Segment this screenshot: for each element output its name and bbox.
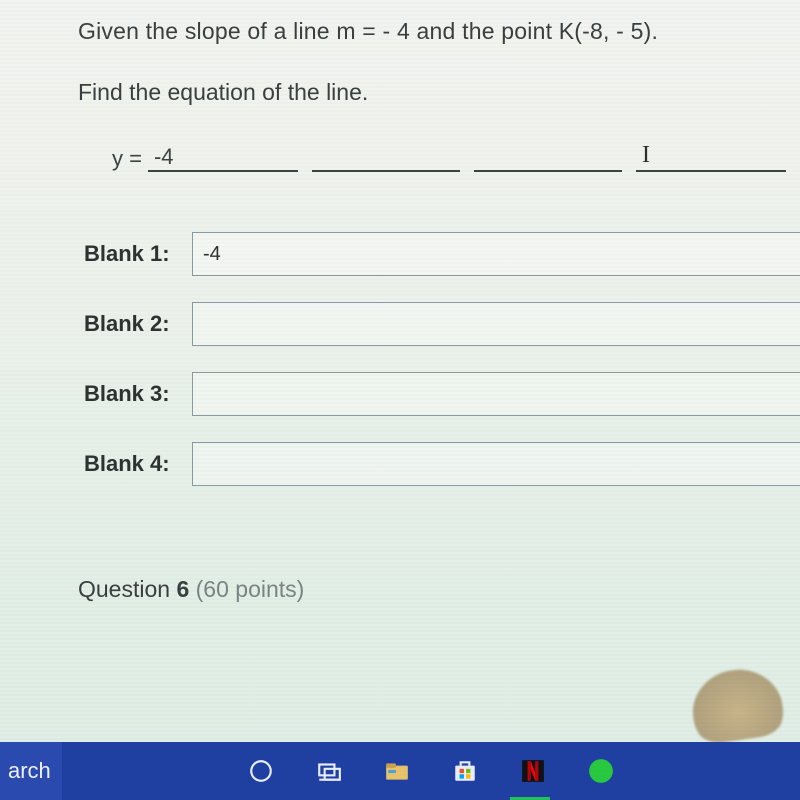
question-points: (60 points) [196, 576, 305, 602]
answer-prefix: y = [112, 146, 142, 172]
taskbar-search[interactable]: arch [0, 742, 62, 800]
task-view-icon[interactable] [315, 757, 343, 785]
answer-slot-1[interactable]: -4 [148, 144, 298, 172]
blank-inputs-area: Blank 1: Blank 2: Blank 3: Blank 4: [84, 232, 800, 486]
blank-4-input[interactable] [192, 442, 800, 486]
taskbar-center [62, 757, 800, 785]
file-explorer-icon[interactable] [383, 757, 411, 785]
microsoft-store-icon[interactable] [451, 757, 479, 785]
blank-label: Blank 2: [84, 311, 186, 337]
answer-slot-3[interactable] [474, 144, 622, 172]
next-question-heading: Question 6 (60 points) [78, 576, 800, 603]
question-number: 6 [176, 576, 195, 602]
problem-text-line2: Find the equation of the line. [78, 79, 800, 106]
answer-slot-4[interactable]: I [636, 144, 786, 172]
answer-slot-2[interactable] [312, 144, 460, 172]
screen: Given the slope of a line m = - 4 and th… [0, 0, 800, 800]
hand-shadow [688, 664, 787, 746]
question-content: Given the slope of a line m = - 4 and th… [0, 0, 800, 603]
netflix-icon[interactable] [519, 757, 547, 785]
blank-row: Blank 1: [84, 232, 800, 276]
blank-3-input[interactable] [192, 372, 800, 416]
blank-label: Blank 4: [84, 451, 186, 477]
blank-row: Blank 2: [84, 302, 800, 346]
answer-line: y = -4 I [112, 144, 800, 172]
blank-row: Blank 3: [84, 372, 800, 416]
green-circle-icon[interactable] [587, 757, 615, 785]
cortana-circle-icon[interactable] [247, 757, 275, 785]
question-word: Question [78, 576, 176, 602]
blank-row: Blank 4: [84, 442, 800, 486]
taskbar-search-text: arch [8, 758, 51, 784]
problem-text-line1: Given the slope of a line m = - 4 and th… [78, 18, 800, 45]
windows-taskbar[interactable]: arch [0, 742, 800, 800]
blank-2-input[interactable] [192, 302, 800, 346]
blank-label: Blank 1: [84, 241, 186, 267]
text-cursor-icon: I [642, 142, 650, 168]
blank-1-input[interactable] [192, 232, 800, 276]
blank-label: Blank 3: [84, 381, 186, 407]
